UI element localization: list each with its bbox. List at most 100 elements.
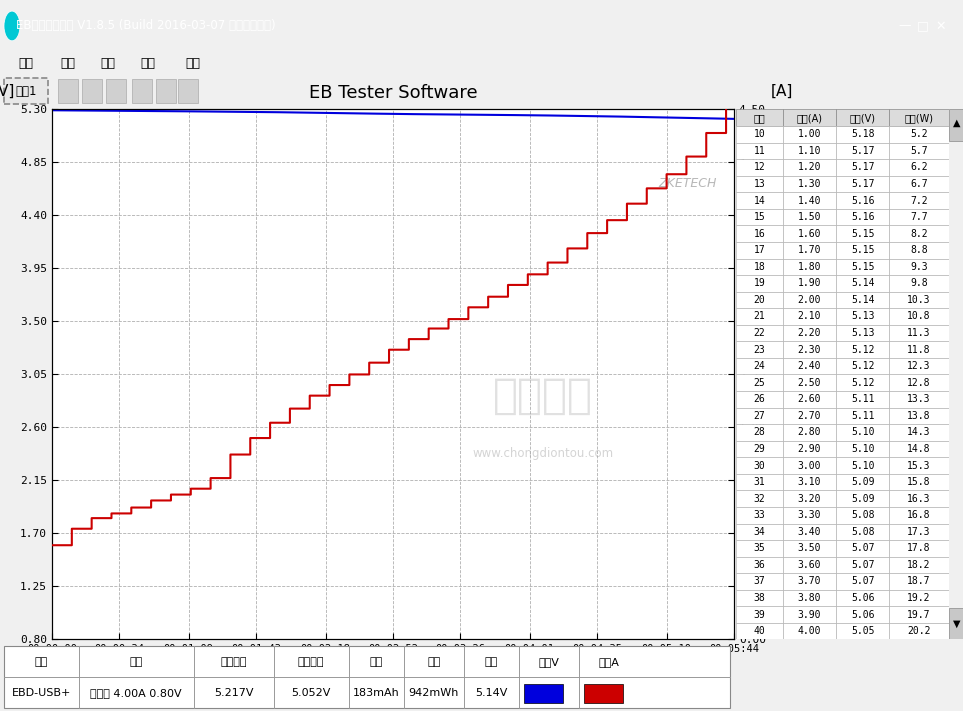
Bar — [836, 474, 889, 491]
Text: 11.8: 11.8 — [907, 345, 931, 355]
Bar — [836, 176, 889, 192]
Bar — [783, 589, 836, 606]
Text: 9.8: 9.8 — [910, 278, 928, 289]
Text: 25: 25 — [753, 378, 766, 387]
Text: 16.3: 16.3 — [907, 493, 931, 503]
Bar — [836, 407, 889, 424]
Bar — [889, 242, 949, 259]
Bar — [836, 441, 889, 457]
Bar — [783, 341, 836, 358]
Text: 31: 31 — [753, 477, 766, 487]
Text: 5.12: 5.12 — [851, 378, 874, 387]
Text: 8.2: 8.2 — [910, 229, 928, 239]
Text: 5.07: 5.07 — [851, 560, 874, 570]
Text: 15.3: 15.3 — [907, 461, 931, 471]
Bar — [783, 523, 836, 540]
Text: 33: 33 — [753, 510, 766, 520]
Text: 工具: 工具 — [100, 57, 115, 70]
Bar — [736, 457, 783, 474]
Bar — [889, 424, 949, 441]
Text: 32: 32 — [753, 493, 766, 503]
Text: 2.50: 2.50 — [797, 378, 821, 387]
Bar — [736, 557, 783, 573]
Text: [V]: [V] — [0, 84, 15, 99]
Bar — [889, 308, 949, 325]
Bar — [783, 325, 836, 341]
Bar — [736, 275, 783, 292]
Title: EB Tester Software: EB Tester Software — [309, 85, 478, 102]
Bar — [836, 242, 889, 259]
Bar — [783, 292, 836, 308]
Text: 3.70: 3.70 — [797, 577, 821, 587]
Text: 3.20: 3.20 — [797, 493, 821, 503]
Text: 17: 17 — [753, 245, 766, 255]
Text: 5.16: 5.16 — [851, 196, 874, 205]
Bar — [836, 623, 889, 639]
Text: 1.50: 1.50 — [797, 212, 821, 222]
Bar — [889, 407, 949, 424]
Bar — [836, 159, 889, 176]
Bar — [836, 523, 889, 540]
Bar — [836, 507, 889, 523]
Bar — [736, 407, 783, 424]
Bar — [783, 557, 836, 573]
Text: 系统: 系统 — [60, 57, 75, 70]
Bar — [949, 608, 963, 639]
Bar — [836, 606, 889, 623]
Text: 序号: 序号 — [753, 113, 766, 123]
Text: 恒电流 4.00A 0.80V: 恒电流 4.00A 0.80V — [91, 688, 182, 697]
Text: 1.00: 1.00 — [797, 129, 821, 139]
Text: 9.3: 9.3 — [910, 262, 928, 272]
Bar — [889, 325, 949, 341]
Text: 5.13: 5.13 — [851, 328, 874, 338]
FancyBboxPatch shape — [82, 80, 102, 103]
Bar — [783, 126, 836, 143]
Bar — [736, 441, 783, 457]
Text: 26: 26 — [753, 395, 766, 405]
Bar — [836, 275, 889, 292]
Bar — [836, 573, 889, 589]
Bar — [736, 589, 783, 606]
Bar — [736, 523, 783, 540]
Bar — [836, 143, 889, 159]
Bar — [736, 358, 783, 375]
Text: 35: 35 — [753, 543, 766, 553]
Bar — [736, 225, 783, 242]
Bar — [889, 606, 949, 623]
Text: www.chongdiontou.com: www.chongdiontou.com — [473, 447, 613, 461]
Text: 3.10: 3.10 — [797, 477, 821, 487]
Text: 设备1: 设备1 — [15, 85, 37, 98]
Bar — [836, 589, 889, 606]
Bar — [889, 623, 949, 639]
Text: 5.15: 5.15 — [851, 245, 874, 255]
Bar — [736, 325, 783, 341]
Text: 起始电压: 起始电压 — [221, 657, 247, 667]
Text: 942mWh: 942mWh — [408, 688, 458, 697]
Text: 1.40: 1.40 — [797, 196, 821, 205]
Text: 5.12: 5.12 — [851, 345, 874, 355]
Text: 5.17: 5.17 — [851, 179, 874, 189]
Bar — [783, 474, 836, 491]
Bar — [736, 573, 783, 589]
Bar — [783, 375, 836, 391]
Bar — [736, 375, 783, 391]
Text: 1.60: 1.60 — [797, 229, 821, 239]
Bar — [783, 457, 836, 474]
Text: 21: 21 — [753, 311, 766, 321]
Bar — [736, 126, 783, 143]
Bar — [889, 507, 949, 523]
FancyBboxPatch shape — [178, 80, 198, 103]
Bar — [736, 259, 783, 275]
Bar — [836, 375, 889, 391]
Bar — [889, 391, 949, 407]
Text: 5.10: 5.10 — [851, 461, 874, 471]
Bar — [783, 109, 836, 126]
Bar — [783, 623, 836, 639]
Text: 设备: 设备 — [35, 657, 48, 667]
Text: 27: 27 — [753, 411, 766, 421]
Text: 1.70: 1.70 — [797, 245, 821, 255]
Text: 5.14V: 5.14V — [475, 688, 508, 697]
Bar — [783, 491, 836, 507]
Text: 13: 13 — [753, 179, 766, 189]
Bar — [889, 159, 949, 176]
